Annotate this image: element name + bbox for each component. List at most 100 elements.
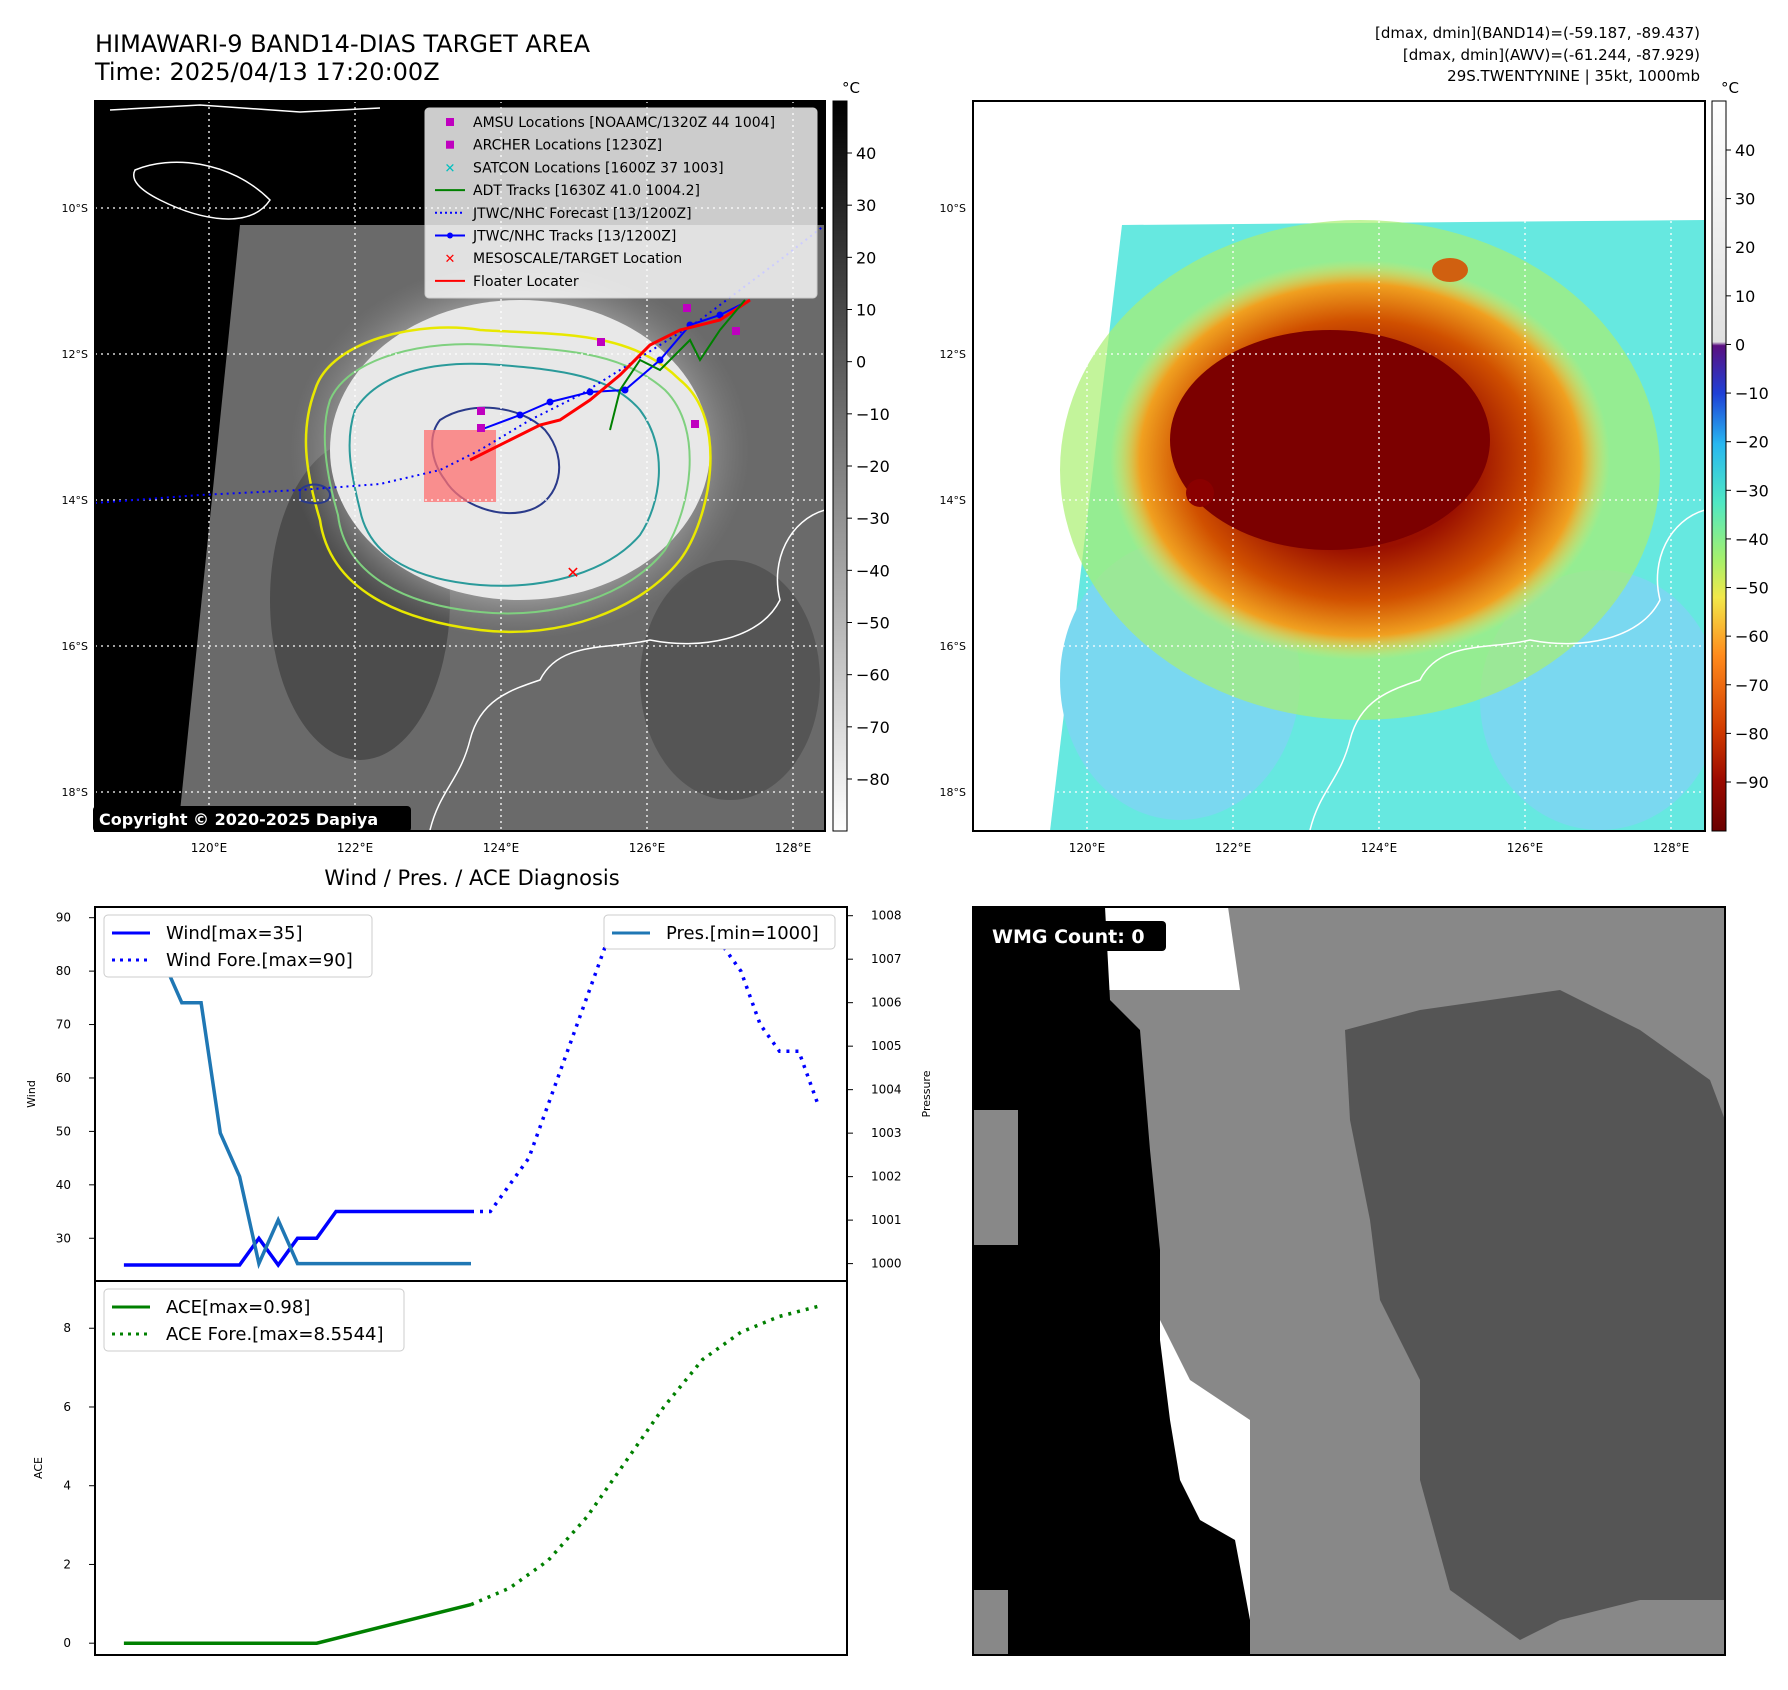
colorbar-tick-label: −70 [1735, 676, 1769, 695]
colorbar-tick-label: 20 [1735, 238, 1755, 257]
color-colorbar-unit: °C [1721, 79, 1739, 97]
wind-legend [103, 914, 373, 978]
ace-panel: 0 2 4 6 8 ACE ACE[max=0.98] ACE Fore.[max=8.… [32, 1280, 848, 1656]
y-tick-label: 1008 [871, 909, 902, 923]
wind-ylabel: Wind [25, 1080, 38, 1108]
coastline-australia [429, 509, 825, 831]
y-tick-label: 1001 [871, 1213, 902, 1227]
legend-ace-label: ACE[max=0.98] [166, 1297, 310, 1318]
gray-colorbar: °C 40 30 20 10 0 −10 −20 −30 −40 −50 −60 −70 −80 [832, 79, 890, 832]
lon-label: 126°E [1507, 841, 1544, 855]
lat-label: 10°S [62, 202, 88, 215]
ace-ticks: 0 2 4 6 8 [63, 1321, 95, 1650]
copyright-box [93, 806, 411, 832]
contour-teal [348, 362, 660, 587]
colorbar-tick-label: −80 [1735, 724, 1769, 743]
colorbar-tick-label: 10 [1735, 287, 1755, 306]
wind-ticks: 30 40 50 60 70 80 90 [56, 911, 95, 1245]
map-legend [424, 107, 818, 299]
colorbar-tick-label: 40 [1735, 141, 1755, 160]
y-tick-label: 6 [63, 1400, 71, 1414]
figure-title-line1: HIMAWARI-9 BAND14-DIAS TARGET AREA [95, 30, 591, 58]
gray-colorbar-bar [832, 100, 848, 832]
wmg-count-text: WMG Count: 0 [992, 926, 1145, 948]
lon-label: 120°E [191, 841, 228, 855]
y-tick-label: 4 [63, 1479, 71, 1493]
legend-wind-fore-label: Wind Fore.[max=90] [166, 950, 353, 971]
lat-label: 18°S [940, 786, 966, 799]
map-frame [94, 100, 826, 832]
y-tick-label: 80 [56, 964, 71, 978]
y-tick-label: 1005 [871, 1039, 902, 1053]
lat-label: 14°S [62, 494, 88, 507]
series-line [471, 915, 820, 1214]
y-tick-label: 1003 [871, 1126, 902, 1140]
map-legend-label: JTWC/NHC Tracks [13/1200Z] [472, 229, 676, 245]
map-legend-label: Floater Locater [473, 274, 579, 290]
series-line [123, 1602, 472, 1645]
colorbar-tick-label: −40 [1735, 530, 1769, 549]
colorbar-tick-label: −10 [1735, 384, 1769, 403]
ace-ylabel: ACE [32, 1457, 45, 1479]
y-tick-label: 70 [56, 1018, 71, 1032]
wmg-region-dark [1345, 990, 1725, 1640]
y-tick-label: 1006 [871, 996, 902, 1010]
colorbar-tick-label: 10 [856, 301, 876, 320]
map-legend-swatch: ✕ [445, 161, 456, 176]
wmg-frame [972, 906, 1726, 1656]
colorbar-tick-label: −70 [856, 718, 890, 737]
map-legend-label: ADT Tracks [1630Z 41.0 1004.2] [473, 183, 700, 199]
gray-colorbar-unit: °C [842, 79, 860, 97]
coastline-timor [133, 161, 271, 220]
target-location-marker: ✕ [566, 563, 579, 582]
contour-yellow [304, 326, 712, 634]
lat-label: 18°S [62, 786, 88, 799]
y-tick-label: 40 [56, 1178, 71, 1192]
lon-label: 126°E [629, 841, 666, 855]
map-legend-swatch [435, 232, 465, 239]
wmg-panel: WMG Count: 0 [972, 906, 1726, 1656]
floater-track [469, 298, 751, 462]
lat-label: 12°S [62, 348, 88, 361]
y-tick-label: 1002 [871, 1170, 902, 1184]
wmg-region-black [973, 907, 1250, 1655]
target-area-box [424, 430, 496, 502]
colorbar-tick-label: 40 [856, 144, 876, 163]
pressure-marks [122, 914, 471, 1270]
wind-marks [123, 915, 820, 1268]
colorbar-tick-label: −20 [1735, 433, 1769, 452]
legend-wind-label: Wind[max=35] [166, 923, 303, 944]
figure-title-line2: Time: 2025/04/13 17:20:00Z [94, 58, 440, 86]
lat-label: 16°S [940, 640, 966, 653]
legend-pres-label: Pres.[min=1000] [666, 923, 819, 944]
color-map-panel: 120°E 122°E 124°E 126°E 128°E 10°S 12°S … [940, 100, 1706, 855]
ir-map-panel: ✕ AMSU Locations [NOAAMC/1320Z 44 1004]A… [62, 100, 826, 855]
contour-green [323, 343, 691, 615]
colorbar-tick-label: −90 [1735, 773, 1769, 792]
gray-colorbar-ticks: 40 30 20 10 0 −10 −20 −30 −40 −50 −60 −70 −80 [847, 144, 890, 789]
info-line3: 29S.TWENTYNINE | 35kt, 1000mb [1447, 67, 1700, 85]
adt-track [609, 299, 746, 431]
y-tick-label: 1000 [871, 1257, 902, 1271]
lat-label: 12°S [940, 348, 966, 361]
map-legend-label: MESOSCALE/TARGET Location [473, 251, 682, 267]
y-tick-label: 1004 [871, 1083, 902, 1097]
series-line [123, 1209, 471, 1268]
pressure-ylabel: Pressure [920, 1070, 933, 1117]
color-colorbar-bar [1711, 100, 1727, 832]
svg-text:✕: ✕ [445, 161, 456, 176]
lon-label: 122°E [1215, 841, 1252, 855]
series-line [470, 1304, 819, 1607]
map-legend-label: SATCON Locations [1600Z 37 1003] [473, 160, 724, 176]
map-legend-label: AMSU Locations [NOAAMC/1320Z 44 1004] [473, 115, 775, 131]
map-legend-items: AMSU Locations [NOAAMC/1320Z 44 1004] ARC… [435, 115, 775, 290]
lat-label: 14°S [940, 494, 966, 507]
colorbar-tick-label: 0 [856, 353, 866, 372]
lon-label: 124°E [1361, 841, 1398, 855]
colorbar-tick-label: −10 [856, 405, 890, 424]
lat-label: 10°S [940, 202, 966, 215]
pressure-legend [603, 914, 836, 950]
lat-label: 16°S [62, 640, 88, 653]
